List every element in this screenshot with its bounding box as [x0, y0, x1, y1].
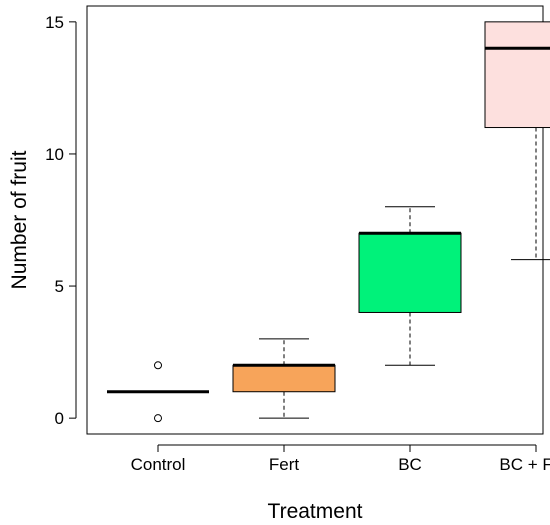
y-tick-label: 0: [55, 409, 64, 428]
plot-frame: [86, 5, 544, 435]
x-tick-label: Control: [131, 455, 186, 474]
boxes-layer: [107, 21, 550, 423]
box-iqr: [232, 364, 336, 393]
y-tick-label: 15: [45, 13, 64, 32]
x-tick-label: Fert: [269, 455, 300, 474]
box-group: [484, 21, 550, 261]
box-group: [358, 206, 462, 366]
x-tick-label: BC: [398, 455, 422, 474]
y-axis: 0 5 10 15: [45, 13, 77, 428]
y-tick-label: 10: [45, 145, 64, 164]
box-group: [107, 361, 209, 423]
box-iqr: [358, 232, 462, 313]
x-axis: Control Fert BC BC + Fert: [131, 444, 550, 474]
x-tick-label: BC + Fert: [499, 455, 550, 474]
box-group: [232, 338, 336, 419]
outlier-point: [154, 361, 162, 370]
box-iqr: [484, 21, 550, 129]
x-axis-title: Treatment: [268, 500, 363, 523]
y-tick-label: 5: [55, 277, 64, 296]
outlier-point: [154, 414, 162, 423]
y-axis-title: Number of fruit: [8, 150, 31, 289]
